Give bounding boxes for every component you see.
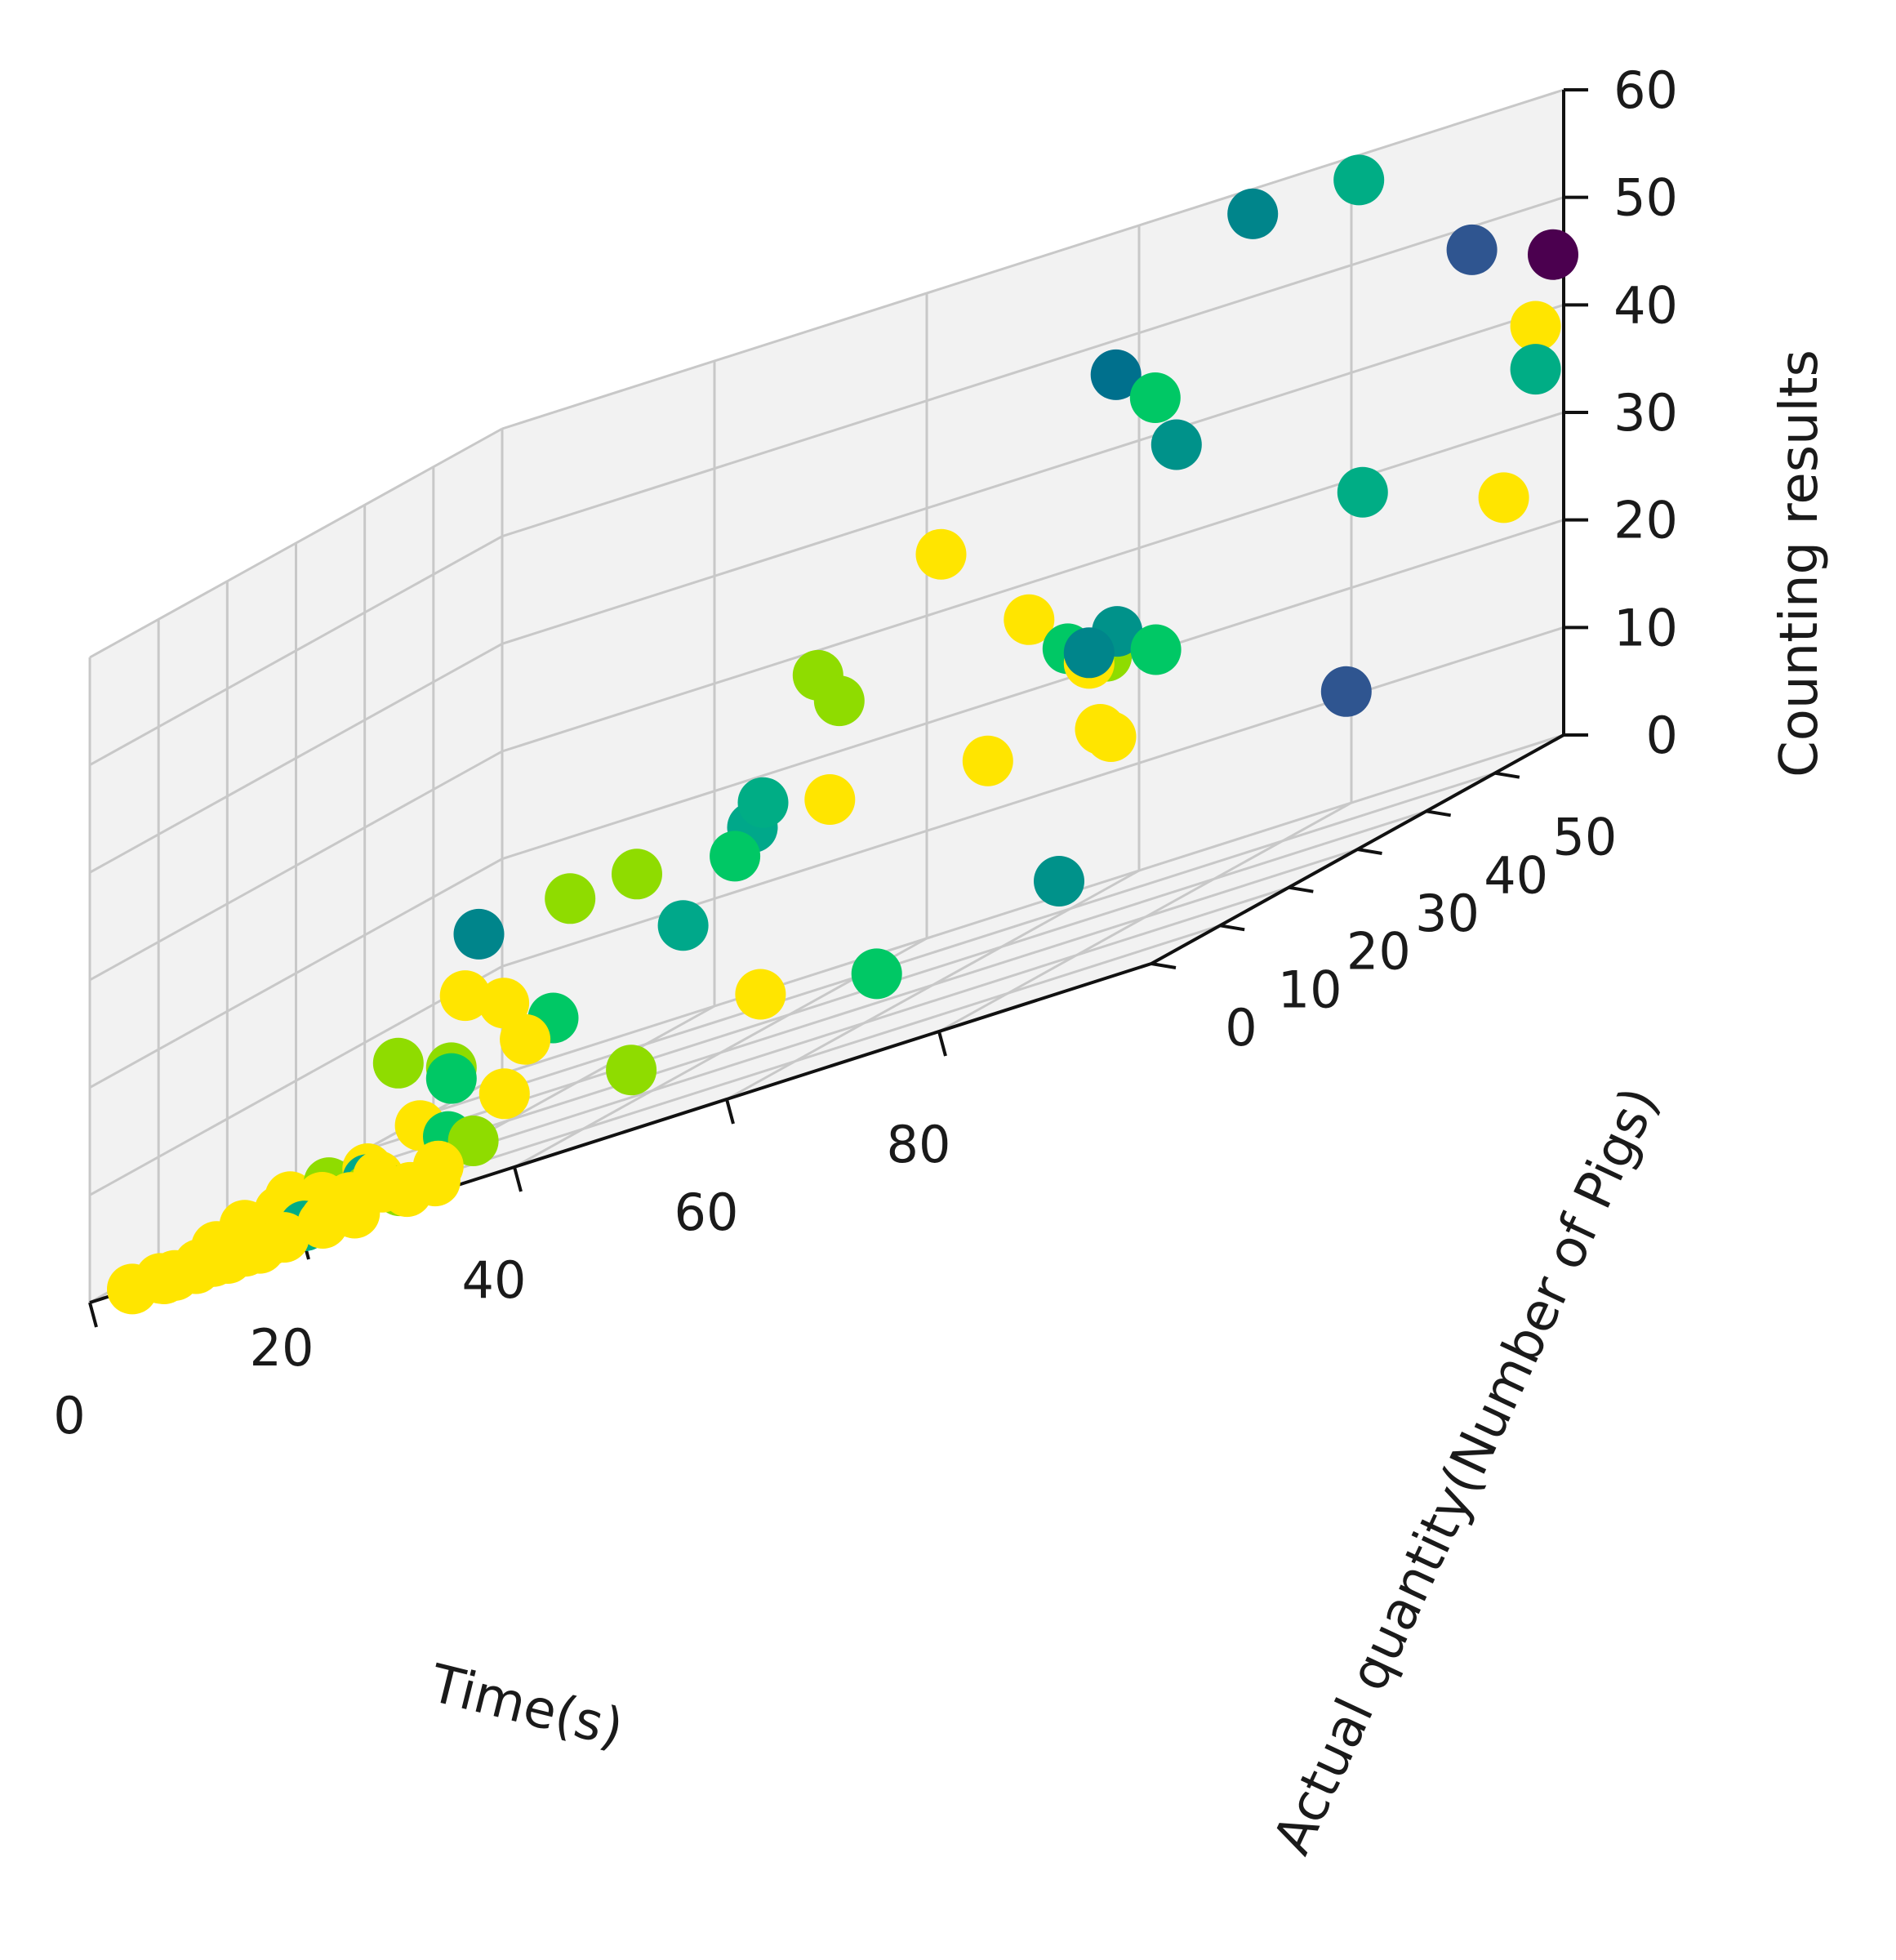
x-tick [88,1302,98,1328]
y-tick-label: 50 [1552,808,1617,867]
z-tick-label: 0 [1646,706,1678,765]
y-tick [1426,809,1451,817]
data-point [1320,666,1372,717]
x-tick [513,1166,523,1192]
data-point [851,948,902,1000]
data-point [1063,627,1115,679]
data-point [447,1116,499,1166]
data-point [234,1223,285,1274]
z-tick-label: 20 [1613,491,1678,550]
data-point [1337,466,1388,518]
grid-line [89,427,503,659]
grid-line [89,750,503,982]
data-point [545,873,596,924]
data-point [478,1068,530,1120]
grid-line [89,965,503,1196]
data-point [710,831,761,882]
y-tick [1151,962,1177,969]
data-point [804,774,856,825]
data-point [1528,229,1578,280]
z-axis-title: Counting results [1769,350,1830,777]
data-point [657,900,709,951]
x-tick-label: 80 [887,1115,951,1174]
grid-line [501,411,1564,753]
grid-line [501,196,1564,538]
z-tick-label: 50 [1613,168,1678,228]
x-tick-label: 60 [674,1183,739,1242]
z-tick-label: 10 [1613,598,1678,657]
data-point [1510,301,1561,352]
grid-line [433,772,1496,1114]
data-point [606,1045,657,1096]
data-point [1004,594,1055,645]
data-point [612,849,662,900]
y-tick-label: 40 [1484,845,1548,905]
data-point [1227,188,1279,239]
data-point [735,969,786,1020]
data-point [813,675,865,727]
grid-line [89,535,503,766]
grid-line [501,519,1564,861]
data-point [329,1187,381,1239]
grid-line [501,88,1564,430]
data-point [1085,711,1137,762]
data-point [1478,472,1529,523]
y-axis-title: Actual quantity(Number of Pigs) [1262,1079,1671,1864]
data-point [1446,224,1498,275]
x-tick-label: 40 [462,1250,527,1310]
x-tick [937,1031,947,1057]
y-tick [1357,848,1382,855]
y-tick-label: 10 [1278,960,1342,1019]
y-tick-label: 30 [1415,884,1480,943]
data-point [915,528,967,580]
y-tick-label: 20 [1346,922,1411,982]
grid-line [89,643,503,874]
data-point [1151,419,1202,470]
x-tick-label: 0 [53,1386,85,1446]
x-tick [725,1098,735,1125]
data-point [1333,154,1385,206]
data-point [425,1053,477,1104]
z-tick-label: 60 [1613,60,1678,120]
data-point [962,735,1013,786]
z-tick-label: 40 [1613,275,1678,335]
y-tick [1219,924,1245,932]
data-point [1130,624,1182,675]
data-point [372,1037,424,1089]
data-point [737,777,789,828]
grid-line [501,733,1564,1076]
z-tick-label: 30 [1613,383,1678,443]
y-tick-label: 0 [1225,998,1257,1058]
grid-line [89,858,503,1089]
y-tick [1288,885,1314,893]
grid-line [501,303,1564,645]
data-point [1510,344,1561,395]
data-point [453,908,505,960]
data-point [409,1156,461,1207]
x-axis-title: Time(s) [424,1653,630,1759]
x-tick-label: 20 [250,1318,314,1378]
data-point [439,970,491,1022]
data-point [1090,349,1142,400]
data-points [107,154,1578,1315]
data-point [1034,856,1084,906]
data-point [500,1013,551,1065]
data-point [1129,372,1181,423]
y-tick [1494,771,1520,779]
